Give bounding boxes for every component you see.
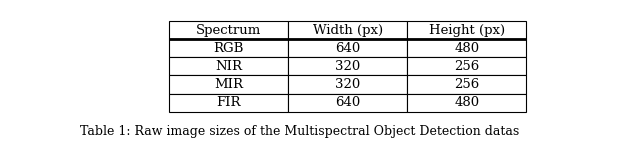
Text: Table 1: Raw image sizes of the Multispectral Object Detection datas: Table 1: Raw image sizes of the Multispe… bbox=[80, 125, 519, 138]
